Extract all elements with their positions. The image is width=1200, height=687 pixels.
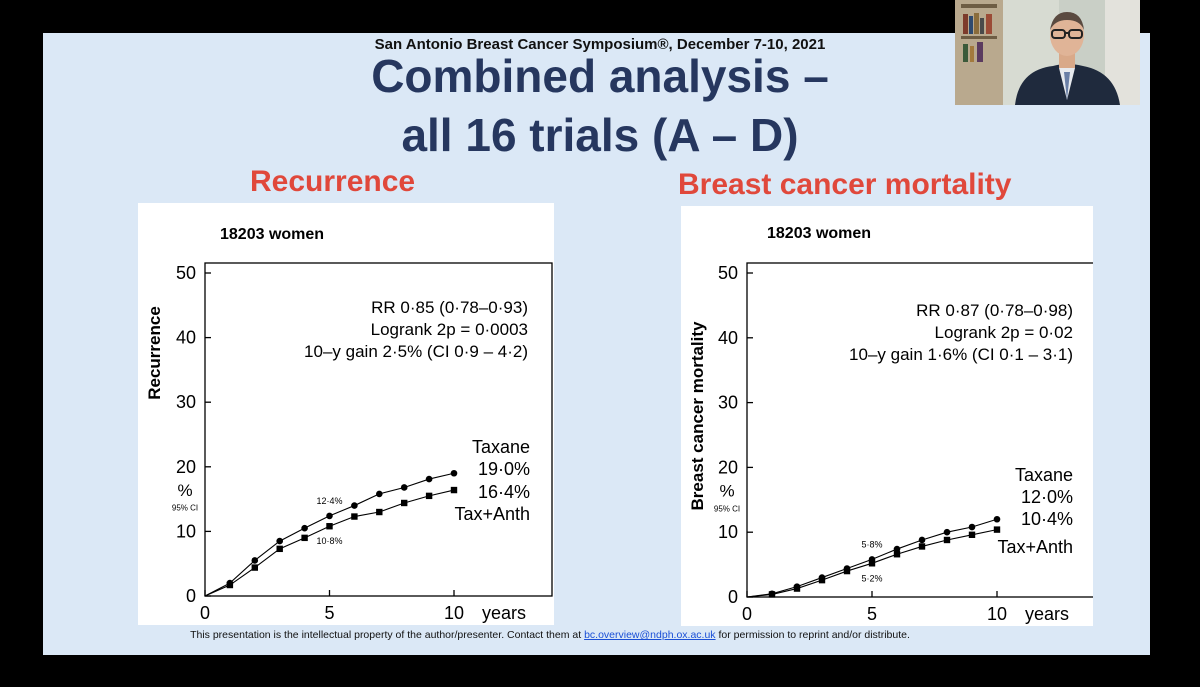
end-value-taxane: 19·0% [478,459,530,479]
y-unit-note: 95% CI [714,504,740,513]
presenter-webcam [955,0,1140,105]
data-point-taxane [993,515,1001,523]
data-point-taxane [425,475,433,483]
recurrence-chart: 0 10 20 30 40 50 0 5 10 years Recurrence% 95% CI 182… [145,226,553,623]
data-point-taxane [251,557,259,564]
data-point-tax-anth [818,576,826,584]
data-point-tax-anth [226,581,234,589]
x-tick-label: 5 [324,603,334,623]
data-point-taxane [326,512,333,520]
x-tick-label: 10 [444,603,464,623]
data-point-taxane [918,536,926,544]
y-tick-label: 20 [176,457,196,477]
footer-email-link[interactable]: bc.overview@ndph.ox.ac.uk [584,629,716,641]
y-tick-label: 30 [176,392,196,412]
stats-line: RR 0·87 (0·78–0·98) [916,301,1073,320]
data-point-tax-anth [401,499,408,507]
y-unit-note: 95% CI [172,504,198,513]
annotation-label: 10·8% [316,536,342,546]
data-point-taxane [301,524,308,532]
slide-title-line-2: all 16 trials (A – D) [401,109,799,161]
data-point-tax-anth [450,486,458,494]
stats-line: Logrank 2p = 0·02 [935,323,1073,342]
slide-title-line-1: Combined analysis – [371,50,829,102]
data-point-tax-anth [425,492,433,500]
x-tick-label: 0 [742,604,752,624]
data-point-taxane [968,523,976,531]
footer-text-before: This presentation is the intellectual pr… [190,629,582,641]
end-value-taxane: 12·0% [1021,487,1073,507]
end-value-tax-anth: 10·4% [1021,509,1073,529]
data-point-tax-anth [301,534,308,542]
population-label: 18203 women [767,225,871,242]
y-unit-label: % [177,481,192,500]
y-tick-label: 30 [718,393,738,413]
presenter-video-icon [955,0,1140,105]
end-value-tax-anth: 16·4% [478,482,530,502]
y-tick-label: 40 [718,328,738,348]
data-point-taxane [351,502,358,509]
x-tick-label: 5 [867,604,877,624]
data-point-tax-anth [943,536,951,544]
series-line-taxane [204,472,455,597]
population-label: 18203 women [220,226,324,243]
annotation-label: 5·2% [861,573,882,583]
recurrence-chart-panel: 0 10 20 30 40 50 0 5 10 years Recurrence% 95% CI 182… [138,203,554,625]
y-tick-label: 50 [176,263,196,283]
stats-line: 10–y gain 1·6% (CI 0·1 – 3·1) [849,345,1073,364]
stats-line: RR 0·85 (0·78–0·93) [371,298,528,317]
data-point-tax-anth [251,564,258,571]
plot-frame [204,262,553,597]
x-tick-label: 0 [200,603,210,623]
data-point-taxane [376,490,383,498]
data-point-taxane [893,545,901,553]
data-point-tax-anth [893,551,901,558]
y-axis-label: Breast cancer mortality [688,321,707,511]
data-point-taxane [400,484,408,491]
data-point-tax-anth [376,508,383,516]
y-tick-label: 0 [186,586,196,606]
legend-tax-anth: Tax+Anth [997,537,1073,557]
stats-line: 10–y gain 2·5% (CI 0·9 – 4·2) [304,342,528,361]
y-axis-label: Recurrence [145,306,164,400]
recurrence-chart-title: Recurrence [250,165,416,198]
data-point-taxane [450,469,458,477]
y-tick-label: 50 [718,263,738,283]
mortality-chart-title: Breast cancer mortality [678,168,1012,201]
data-point-tax-anth [351,513,358,520]
y-unit-label: % [719,482,734,501]
annotation-label: 12·4% [316,496,342,506]
annotation-label: 5·8% [861,539,882,549]
y-tick-label: 40 [176,328,196,348]
y-tick-label: 20 [718,457,738,477]
plot-frame [746,262,1093,598]
mortality-chart: 0 10 20 30 40 50 0 5 10 years Breast cancer mortal… [688,225,1093,624]
data-point-tax-anth [868,560,876,567]
legend-tax-anth: Tax+Anth [454,504,530,524]
mortality-chart-panel: 0 10 20 30 40 50 0 5 10 years Breast cancer mortal… [681,206,1093,626]
x-tick-label: 10 [987,604,1007,624]
data-point-tax-anth [793,585,801,592]
y-tick-label: 10 [176,521,196,541]
legend-taxane: Taxane [1015,465,1073,485]
data-point-tax-anth [993,526,1001,533]
legend-taxane: Taxane [472,437,530,457]
y-tick-label: 0 [728,587,738,607]
data-point-taxane [276,537,283,545]
data-point-taxane [943,528,951,536]
footer-text-after: for permission to reprint and/or distrib… [718,629,910,641]
stats-line: Logrank 2p = 0·0003 [371,320,528,339]
data-point-tax-anth [843,567,851,575]
data-point-tax-anth [326,523,333,530]
conference-header: San Antonio Breast Cancer Symposium®, De… [374,36,826,53]
data-point-tax-anth [276,545,283,553]
y-tick-label: 10 [718,522,738,542]
data-point-tax-anth [918,543,926,550]
data-point-tax-anth [768,591,776,598]
data-point-tax-anth [968,531,976,538]
x-axis-label: years [482,603,526,623]
footer-disclaimer: This presentation is the intellectual pr… [0,629,1100,641]
x-axis-label: years [1025,604,1069,624]
